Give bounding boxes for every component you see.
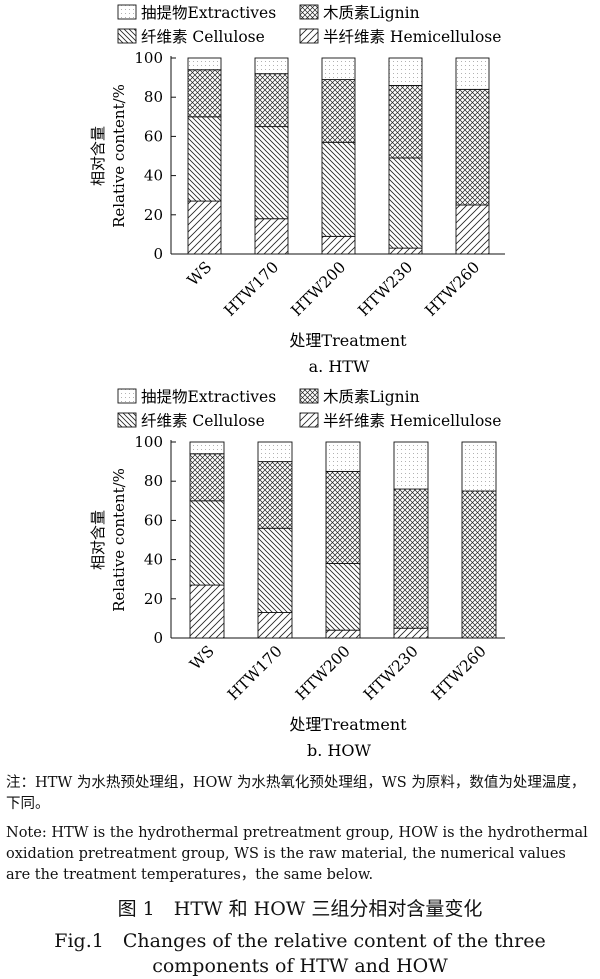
x-tick-label-htw260: HTW260 <box>422 258 484 320</box>
figure-charts: 抽提物Extractives 木质素Lignin 纤维素 Cellulose 半纤维素… <box>89 4 505 760</box>
bar-segment-cellulose-htw200 <box>325 563 361 631</box>
legend-swatch-cellulose <box>117 28 137 44</box>
legend-swatch-extractives <box>117 4 137 20</box>
bar-segment-lignin-htw200 <box>325 470 361 564</box>
x-tick-label-htw170: HTW170 <box>224 642 286 704</box>
bar-segment-lignin-htw170 <box>254 73 289 128</box>
bar-segment-cellulose-htw230 <box>388 157 423 249</box>
bar-segment-cellulose-htw170 <box>254 126 289 220</box>
bar-segment-lignin-htw260 <box>455 88 490 206</box>
bar-segment-lignin-htw230 <box>393 488 429 629</box>
bar-segment-hemicellulose-htw170 <box>257 612 293 639</box>
x-tick-label-htw260: HTW260 <box>428 642 490 704</box>
bar-segment-extractives-htw170 <box>257 441 293 463</box>
y-axis-label-cn: 相对含量 <box>89 510 107 570</box>
bar-segment-extractives-htw200 <box>321 57 356 81</box>
y-tick-label-40: 40 <box>144 551 163 569</box>
legend-swatch-hemicellulose <box>299 412 319 428</box>
bar-segment-cellulose-htw170 <box>257 527 293 613</box>
y-tick-label-20: 20 <box>144 206 163 224</box>
bar-segment-cellulose-ws <box>187 116 222 202</box>
bar-segment-lignin-htw260 <box>461 490 497 639</box>
y-tick-label-100: 100 <box>134 433 163 451</box>
bar-segment-cellulose-htw200 <box>321 141 356 237</box>
y-tick-label-0: 0 <box>153 629 163 647</box>
y-tick-label-40: 40 <box>144 167 163 185</box>
bar-segment-lignin-htw200 <box>321 79 356 143</box>
x-tick-label-htw200: HTW200 <box>288 258 350 320</box>
bar-segment-cellulose-ws <box>189 500 225 586</box>
bar-segment-extractives-htw170 <box>254 57 289 75</box>
bar-segment-hemicellulose-ws <box>189 584 225 639</box>
chart-subtitle: a. HTW <box>309 357 370 376</box>
legend-swatch-lignin <box>299 4 319 20</box>
bar-segment-lignin-ws <box>189 453 225 502</box>
bar-segment-lignin-htw170 <box>257 461 293 529</box>
bar-segment-hemicellulose-htw230 <box>393 627 429 639</box>
y-tick-label-80: 80 <box>144 88 163 106</box>
legend-swatch-cellulose <box>117 412 137 428</box>
note-en: Note: HTW is the hydrothermal pretreatme… <box>6 825 588 883</box>
bar-segment-lignin-ws <box>187 69 222 118</box>
bar-segment-extractives-htw230 <box>388 57 423 86</box>
legend-swatch-extractives <box>117 388 137 404</box>
bar-segment-hemicellulose-ws <box>187 200 222 255</box>
legend-label-extractives: 抽提物Extractives <box>141 4 276 22</box>
legend-label-hemicellulose: 半纤维素 Hemicellulose <box>323 28 501 46</box>
chart-panel-how: 抽提物Extractives 木质素Lignin 纤维素 Cellulose 半纤维素… <box>89 388 505 760</box>
legend-swatch-hemicellulose <box>299 28 319 44</box>
bar-segment-hemicellulose-htw200 <box>325 629 361 639</box>
legend-label-lignin: 木质素Lignin <box>323 4 420 22</box>
x-tick-label-htw230: HTW230 <box>355 258 417 320</box>
legend-label-extractives: 抽提物Extractives <box>141 388 276 406</box>
y-tick-label-60: 60 <box>144 127 163 145</box>
bar-segment-hemicellulose-htw170 <box>254 218 289 255</box>
x-tick-label-ws: WS <box>184 258 216 290</box>
bar-segment-extractives-htw260 <box>455 57 490 90</box>
bar-segment-hemicellulose-htw260 <box>455 204 490 255</box>
legend-swatch-lignin <box>299 388 319 404</box>
bar-segment-extractives-htw200 <box>325 441 361 472</box>
x-tick-label-ws: WS <box>186 642 218 674</box>
y-tick-label-20: 20 <box>144 590 163 608</box>
note-cn: 注：HTW 为水热预处理组，HOW 为水热氧化预处理组，WS 为原料，数值为处理… <box>6 775 586 812</box>
x-axis-label: 处理Treatment <box>289 331 407 350</box>
y-axis-label-en: Relative content/% <box>110 468 128 612</box>
bar-segment-hemicellulose-htw230 <box>388 247 423 255</box>
chart-subtitle: b. HOW <box>307 741 371 760</box>
y-tick-label-80: 80 <box>144 472 163 490</box>
bar-segment-extractives-htw260 <box>461 441 497 492</box>
bar-segment-lignin-htw230 <box>388 84 423 159</box>
chart-panel-htw: 抽提物Extractives 木质素Lignin 纤维素 Cellulose 半纤维素… <box>89 4 505 376</box>
legend-label-lignin: 木质素Lignin <box>323 388 420 406</box>
bar-segment-extractives-htw230 <box>393 441 429 490</box>
caption-en: Fig.1 Changes of the relative content of… <box>54 930 546 977</box>
bar-segment-extractives-ws <box>187 57 222 71</box>
y-axis-label-en: Relative content/% <box>110 84 128 228</box>
legend-label-cellulose: 纤维素 Cellulose <box>141 412 265 430</box>
legend-label-cellulose: 纤维素 Cellulose <box>141 28 265 46</box>
y-tick-label-100: 100 <box>134 49 163 67</box>
x-tick-label-htw170: HTW170 <box>221 258 283 320</box>
caption-cn: 图 1 HTW 和 HOW 三组分相对含量变化 <box>117 898 483 920</box>
x-axis-label: 处理Treatment <box>289 715 407 734</box>
legend-label-hemicellulose: 半纤维素 Hemicellulose <box>323 412 501 430</box>
y-axis-label-cn: 相对含量 <box>89 126 107 186</box>
x-tick-label-htw230: HTW230 <box>360 642 422 704</box>
bar-segment-hemicellulose-htw200 <box>321 235 356 255</box>
bar-segment-extractives-ws <box>189 441 225 455</box>
x-tick-label-htw200: HTW200 <box>292 642 354 704</box>
y-tick-label-0: 0 <box>153 245 163 263</box>
y-tick-label-60: 60 <box>144 511 163 529</box>
